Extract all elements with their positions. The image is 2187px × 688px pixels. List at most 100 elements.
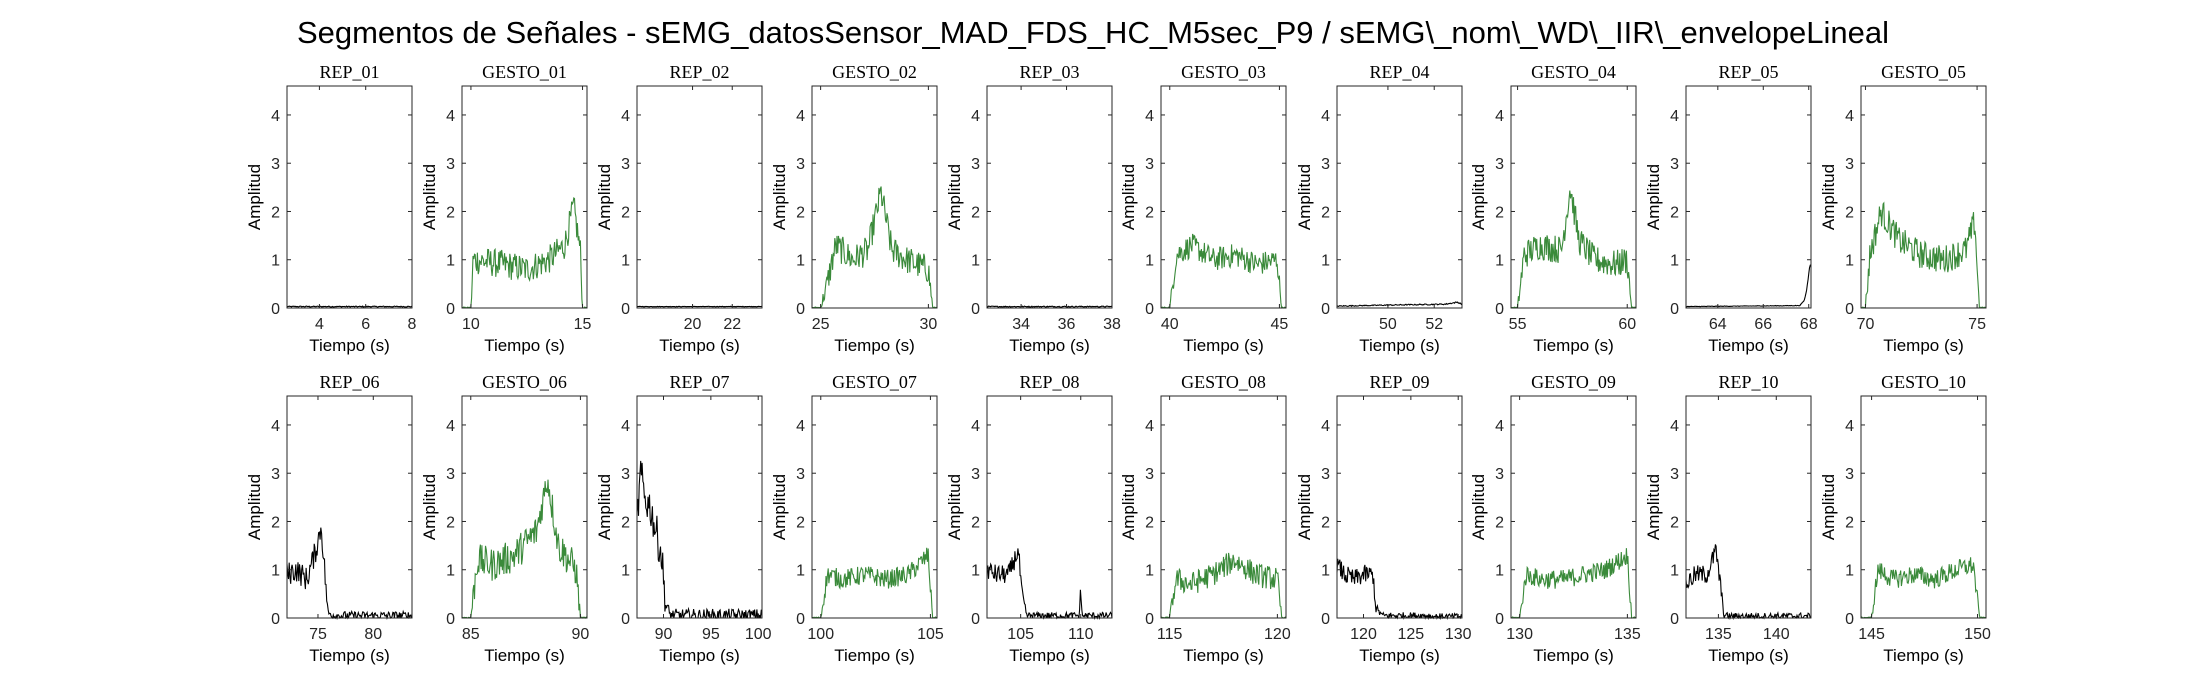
y-axis-label: Amplitud (420, 164, 439, 230)
y-tick-label: 0 (1845, 611, 1854, 628)
y-tick-label: 0 (1321, 301, 1330, 318)
y-axis-label: Amplitud (1295, 164, 1314, 230)
axes-box (1336, 395, 1463, 619)
y-axis-label: Amplitud (420, 474, 439, 540)
subplot-rep-09: REP_09 0 1 2 3 4 120 125 130 Tiempo (s) Amplitud (1295, 372, 1472, 665)
y-tick-label: 0 (1495, 301, 1504, 318)
subplot-title: REP_05 (1718, 62, 1778, 82)
subplot-title: GESTO_06 (482, 372, 567, 392)
y-tick-label: 4 (621, 418, 630, 435)
y-tick-label: 0 (971, 611, 980, 628)
y-tick-label: 0 (621, 301, 630, 318)
x-tick-label: 75 (1968, 316, 1986, 333)
x-tick-label: 64 (1709, 316, 1727, 333)
x-tick-label: 70 (1857, 316, 1875, 333)
axes-box (1685, 395, 1812, 619)
x-tick-label: 22 (723, 316, 741, 333)
y-tick-label: 4 (1321, 108, 1330, 125)
y-axis-label: Amplitud (945, 164, 964, 230)
x-axis-label: Tiempo (s) (1708, 336, 1789, 355)
x-tick-label: 80 (364, 626, 382, 643)
y-axis-label: Amplitud (1819, 474, 1838, 540)
y-tick-label: 2 (1321, 514, 1330, 531)
y-tick-label: 1 (271, 563, 280, 580)
subplot-rep-06: REP_06 0 1 2 3 4 75 80 Tiempo (s) Amplitud (245, 372, 413, 665)
axes-box (1860, 85, 1987, 309)
y-tick-label: 3 (1321, 156, 1330, 173)
y-tick-label: 1 (446, 253, 455, 270)
figure-title: Segmentos de Señales - sEMG_datosSensor_… (297, 15, 1889, 50)
y-tick-label: 1 (1670, 253, 1679, 270)
x-tick-label: 36 (1058, 316, 1076, 333)
x-tick-label: 68 (1800, 316, 1818, 333)
x-tick-label: 55 (1509, 316, 1527, 333)
y-tick-label: 3 (971, 466, 980, 483)
x-axis-label: Tiempo (s) (1183, 646, 1264, 665)
subplot-title: GESTO_10 (1881, 372, 1966, 392)
axes-box (1510, 85, 1637, 309)
subplot-title: GESTO_03 (1181, 62, 1266, 82)
axes-box (1860, 395, 1987, 619)
y-axis-label: Amplitud (770, 164, 789, 230)
signal-line (1510, 548, 1636, 619)
y-axis-label: Amplitud (1119, 164, 1138, 230)
y-tick-label: 4 (621, 108, 630, 125)
x-axis-label: Tiempo (s) (1183, 336, 1264, 355)
y-tick-label: 2 (971, 514, 980, 531)
subplot-title: GESTO_08 (1181, 372, 1266, 392)
y-tick-label: 1 (971, 253, 980, 270)
axes-box (461, 85, 588, 309)
signal-line (1336, 558, 1463, 621)
axes-box (286, 85, 413, 309)
axes-box (811, 395, 938, 619)
subplot-rep-02: REP_02 0 1 2 3 4 20 22 Tiempo (s) Amplitud (595, 62, 763, 355)
y-tick-label: 2 (446, 204, 455, 221)
x-tick-label: 120 (1264, 626, 1291, 643)
axes-box (461, 395, 588, 619)
y-tick-label: 4 (1845, 418, 1854, 435)
y-tick-label: 4 (1145, 418, 1154, 435)
y-axis-label: Amplitud (595, 474, 614, 540)
subplot-rep-07: REP_07 0 1 2 3 4 90 95 100 Tiempo (s) Amplitud (595, 372, 772, 665)
subplot-title: GESTO_07 (832, 372, 917, 392)
y-tick-label: 2 (1845, 204, 1854, 221)
signal-line (1685, 544, 1811, 621)
axes-box (1160, 395, 1287, 619)
y-tick-label: 3 (271, 156, 280, 173)
x-tick-label: 10 (462, 316, 480, 333)
y-tick-label: 1 (271, 253, 280, 270)
y-axis-label: Amplitud (1469, 164, 1488, 230)
x-tick-label: 40 (1161, 316, 1179, 333)
subplot-title: REP_08 (1019, 372, 1079, 392)
y-axis-label: Amplitud (1644, 164, 1663, 230)
y-tick-label: 1 (1495, 253, 1504, 270)
y-axis-label: Amplitud (245, 474, 264, 540)
y-tick-label: 4 (1145, 108, 1154, 125)
y-tick-label: 3 (1321, 466, 1330, 483)
y-tick-label: 4 (271, 108, 280, 125)
y-axis-label: Amplitud (595, 164, 614, 230)
x-tick-label: 75 (309, 626, 327, 643)
y-tick-label: 3 (1670, 466, 1679, 483)
y-tick-label: 3 (446, 156, 455, 173)
y-axis-label: Amplitud (770, 474, 789, 540)
x-tick-label: 90 (655, 626, 673, 643)
x-tick-label: 15 (574, 316, 592, 333)
y-tick-label: 2 (796, 514, 805, 531)
signal-line (1160, 233, 1287, 309)
y-tick-label: 1 (1145, 253, 1154, 270)
y-tick-label: 1 (1321, 563, 1330, 580)
y-tick-label: 4 (446, 418, 455, 435)
y-tick-label: 2 (1145, 204, 1154, 221)
x-tick-label: 20 (684, 316, 702, 333)
x-axis-label: Tiempo (s) (484, 646, 565, 665)
y-axis-label: Amplitud (1119, 474, 1138, 540)
y-axis-label: Amplitud (1644, 474, 1663, 540)
y-tick-label: 4 (1845, 108, 1854, 125)
subplot-title: REP_06 (319, 372, 379, 392)
x-tick-label: 50 (1379, 316, 1397, 333)
